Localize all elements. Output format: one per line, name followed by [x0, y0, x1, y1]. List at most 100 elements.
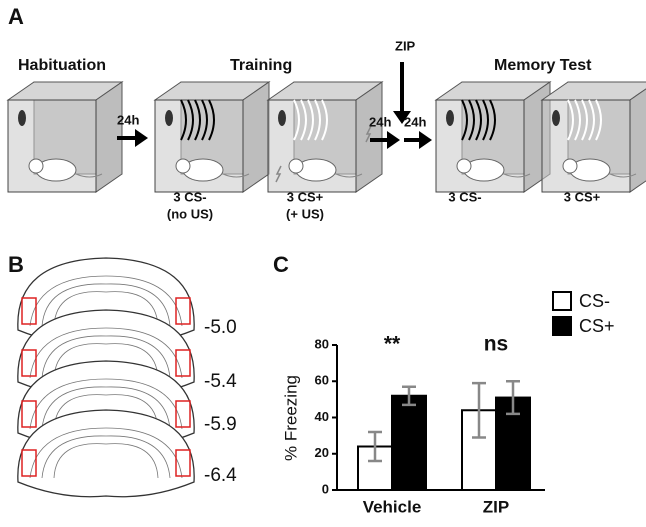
sound-wave	[321, 99, 328, 141]
condition: 3 CS-	[173, 189, 206, 204]
interval: 24h	[369, 114, 391, 129]
speaker	[18, 110, 26, 126]
error-bar	[472, 381, 486, 439]
sound-wave	[574, 99, 581, 141]
stage-title: Memory Test	[494, 57, 592, 74]
brain-contour	[29, 378, 183, 430]
arrow-head	[419, 131, 432, 149]
box-top	[540, 81, 646, 101]
bregma-level: -6.4	[204, 465, 237, 486]
bar	[391, 394, 427, 491]
condition: (no US)	[167, 206, 213, 221]
error-bar	[402, 385, 416, 407]
rat-tail	[75, 173, 103, 178]
brain-contour	[29, 427, 183, 479]
sound-wave	[180, 99, 187, 141]
brain-contour	[53, 443, 159, 479]
rat-tail	[335, 173, 363, 178]
panel-label: A	[8, 4, 24, 29]
sound-wave	[482, 99, 489, 141]
sound-wave	[314, 99, 321, 141]
sound-wave	[300, 99, 307, 141]
interval: 24h	[404, 114, 426, 129]
region-outline	[21, 297, 37, 325]
sound-wave	[307, 99, 314, 141]
y-axis-label: % Freezing	[281, 375, 300, 461]
legend-label: CS-	[579, 291, 610, 311]
sound-wave	[461, 99, 468, 141]
y-tick-label: 60	[315, 373, 329, 388]
condition: 3 CS-	[448, 189, 481, 204]
shock	[365, 125, 372, 143]
sound-wave	[595, 99, 602, 141]
speaker	[165, 110, 173, 126]
arrow-head	[135, 129, 148, 147]
significance: **	[384, 333, 401, 356]
rat-tail	[609, 173, 637, 178]
brain-contour	[41, 335, 171, 379]
stage-title: Habituation	[18, 57, 106, 74]
rat-head	[28, 158, 44, 174]
region-outline	[175, 349, 191, 377]
sound-wave	[208, 99, 215, 141]
panel-label: C	[273, 252, 289, 277]
region-outline	[175, 449, 191, 477]
sound-wave	[293, 99, 300, 141]
arrow-head	[387, 131, 400, 149]
x-tick-label: Vehicle	[363, 497, 422, 516]
brain-contour	[41, 386, 171, 430]
stage-title: Training	[230, 57, 292, 74]
sound-wave	[567, 99, 574, 141]
region-outline	[21, 400, 37, 428]
panel-label: B	[8, 252, 24, 277]
x-tick-label: ZIP	[483, 497, 509, 516]
y-tick-label: 40	[315, 409, 329, 424]
region-outline	[21, 449, 37, 477]
legend-label: CS+	[579, 316, 615, 336]
brain-contour	[29, 275, 183, 327]
brain-contour	[29, 327, 183, 379]
error-bar	[506, 380, 520, 416]
y-tick-label: 80	[315, 336, 329, 351]
bregma-level: -5.0	[204, 317, 237, 338]
speaker	[278, 110, 286, 126]
condition: 3 CS+	[564, 189, 601, 204]
interval: 24h	[117, 112, 139, 127]
brain-contour	[41, 435, 171, 479]
rat-head	[175, 158, 191, 174]
bregma-level: -5.9	[204, 414, 237, 435]
legend-swatch	[552, 316, 572, 336]
sound-wave	[475, 99, 482, 141]
brain-section	[17, 409, 195, 498]
region-outline	[175, 400, 191, 428]
condition: (+ US)	[286, 206, 324, 221]
box-side	[242, 81, 270, 193]
rat-head	[288, 158, 304, 174]
significance: ns	[484, 333, 509, 356]
legend-swatch	[552, 291, 572, 311]
region-outline	[21, 349, 37, 377]
sound-wave	[489, 99, 496, 141]
rat-tail	[503, 173, 531, 178]
drug-label: ZIP	[395, 38, 416, 53]
y-tick-label: 0	[322, 481, 329, 496]
shock	[275, 165, 282, 183]
brain-contour	[41, 283, 171, 327]
brain-contour	[53, 343, 159, 379]
brain-contour	[53, 291, 159, 327]
arrow-head	[393, 111, 411, 124]
sound-wave	[588, 99, 595, 141]
brain-contour	[53, 394, 159, 430]
condition: 3 CS+	[287, 189, 324, 204]
rat-tail	[222, 173, 250, 178]
sound-wave	[581, 99, 588, 141]
speaker	[552, 110, 560, 126]
layout	[6, 62, 646, 498]
sound-wave	[194, 99, 201, 141]
bregma-level: -5.4	[204, 371, 237, 392]
region-outline	[175, 297, 191, 325]
sound-wave	[468, 99, 475, 141]
error-bar	[368, 430, 382, 463]
sound-wave	[187, 99, 194, 141]
